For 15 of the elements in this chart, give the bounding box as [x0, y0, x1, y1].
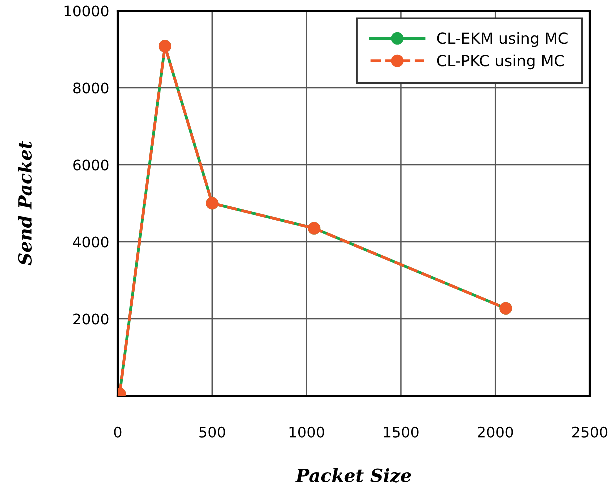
y-tick-label: 6000 [74, 160, 109, 171]
x-tick-label: 1500 [384, 426, 419, 438]
y-axis-title: Send Packet [18, 141, 32, 266]
x-axis-title: Packet Size [296, 468, 412, 483]
legend-label: CL-EKM using MC [437, 32, 568, 48]
y-tick-label: 10000 [64, 6, 109, 17]
y-tick-label: 4000 [73, 236, 109, 248]
x-tick-label: 1000 [290, 426, 324, 438]
y-tick-label: 8000 [74, 82, 109, 94]
legend-label: CL-PKC using MC [437, 54, 564, 70]
y-tick-label: 2000 [74, 314, 109, 325]
x-tick-label: 2000 [478, 426, 514, 438]
x-tick-label: 0 [114, 426, 122, 438]
x-tick-label: 500 [200, 426, 226, 438]
x-tick-label: 2500 [572, 426, 608, 438]
